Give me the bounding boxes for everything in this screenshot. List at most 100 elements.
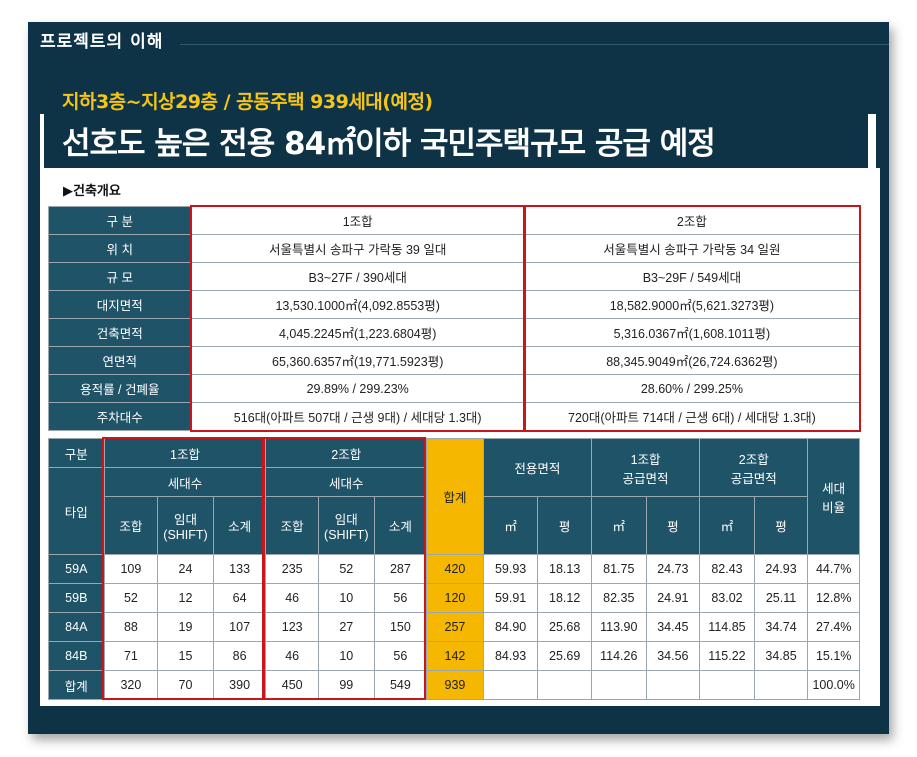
units-header-ratio: 세대 비율 — [807, 438, 860, 555]
units-cell-ex-sqm: 84.93 — [482, 641, 539, 671]
units-cell-s1-sqm — [590, 670, 647, 700]
units-header-u2-rent-b: (SHIFT) — [324, 528, 369, 542]
units-header-gubun: 구분 — [48, 438, 105, 468]
overview-row-label: 대지면적 — [48, 290, 192, 319]
units-cell-s2-sqm: 115.22 — [699, 641, 755, 671]
units-cell-u1-m: 52 — [103, 583, 159, 613]
units-header-u1-supply: 1조합 공급면적 — [590, 438, 701, 497]
units-cell-s1-sqm: 114.26 — [590, 641, 647, 671]
units-cell-u2-m: 123 — [265, 612, 319, 642]
units-cell-s1-py: 24.91 — [645, 583, 701, 613]
units-cell-u1-s: 133 — [212, 554, 267, 584]
overview-row: 위 치 서울특별시 송파구 가락동 39 일대 서울특별시 송파구 가락동 34 일… — [48, 234, 861, 263]
section-label: 프로젝트의 이해 — [40, 32, 164, 52]
title-bracket-left — [40, 114, 44, 168]
units-cell-s2-py: 24.93 — [753, 554, 809, 584]
units-cell-ratio: 100.0% — [807, 670, 860, 700]
units-cell-ex-sqm: 59.91 — [482, 583, 539, 613]
units-header-exclusive: 전용면적 — [482, 438, 592, 497]
overview-row-col1: B3~27F / 390세대 — [190, 262, 525, 291]
units-cell-ratio: 12.8% — [807, 583, 860, 613]
units-cell-s1-sqm: 113.90 — [590, 612, 647, 642]
overview-row-col1: 516대(아파트 507대 / 근생 9대) / 세대당 1.3대) — [190, 402, 525, 431]
overview-row-label: 규 모 — [48, 262, 192, 291]
overview-row-label: 용적률 / 건폐율 — [48, 374, 192, 403]
units-header-u2-rent-a: 임대 — [334, 513, 358, 527]
units-header-u2-supply: 2조합 공급면적 — [699, 438, 809, 497]
units-cell-type: 합계 — [48, 670, 105, 700]
overview-row-col1: 4,045.2245㎡(1,223.6804평) — [190, 318, 525, 347]
units-cell-s1-py: 34.45 — [645, 612, 701, 642]
units-cell-u1-m: 109 — [103, 554, 159, 584]
overview-row-col2: 88,345.9049㎡(26,724.6362평) — [523, 346, 861, 375]
units-cell-u2-m: 46 — [265, 583, 319, 613]
units-header-u1-supply-b: 공급면적 — [622, 471, 669, 486]
units-cell-s2-py — [753, 670, 809, 700]
overview-row-label: 주차대수 — [48, 402, 192, 431]
units-cell-u2-r: 52 — [317, 554, 375, 584]
units-cell-ex-py: 25.68 — [537, 612, 592, 642]
overview-header-col1: 1조합 — [190, 206, 525, 235]
label-divider — [180, 44, 889, 45]
units-cell-u2-s: 150 — [373, 612, 428, 642]
units-cell-total: 142 — [426, 641, 484, 671]
units-header-total: 합계 — [426, 438, 484, 555]
units-cell-type: 59B — [48, 583, 105, 613]
units-header-ratio-a: 세대 — [822, 481, 846, 496]
units-cell-type: 59A — [48, 554, 105, 584]
units-cell-u1-s: 390 — [212, 670, 267, 700]
units-header-s2-sqm: ㎡ — [699, 496, 755, 555]
units-cell-total: 120 — [426, 583, 484, 613]
units-cell-ex-py — [537, 670, 592, 700]
overview-row-col1: 13,530.1000㎡(4,092.8553평) — [190, 290, 525, 319]
units-cell-s1-py: 34.56 — [645, 641, 701, 671]
units-header-u1-subtotal: 소계 — [212, 496, 267, 555]
overview-row-label: 건축면적 — [48, 318, 192, 347]
units-header-ex-pyeong: 평 — [537, 496, 592, 555]
units-cell-u1-s: 107 — [212, 612, 267, 642]
units-cell-s2-sqm: 114.85 — [699, 612, 755, 642]
units-cell-u2-r: 99 — [317, 670, 375, 700]
units-cell-ratio: 44.7% — [807, 554, 860, 584]
units-header-u1: 1조합 — [103, 438, 267, 468]
overview-row-label: 위 치 — [48, 234, 192, 263]
units-cell-u2-s: 287 — [373, 554, 428, 584]
overview-row: 건축면적 4,045.2245㎡(1,223.6804평) 5,316.0367㎡(… — [48, 318, 861, 347]
overview-row-col2: 5,316.0367㎡(1,608.1011평) — [523, 318, 861, 347]
units-cell-s2-sqm — [699, 670, 755, 700]
units-header-u1-supply-a: 1조합 — [630, 452, 661, 467]
units-cell-ex-py: 18.13 — [537, 554, 592, 584]
page-title: 선호도 높은 전용 84㎡이하 국민주택규모 공급 예정 — [62, 126, 716, 162]
units-cell-u1-m: 88 — [103, 612, 159, 642]
units-cell-ex-sqm: 59.93 — [482, 554, 539, 584]
subtitle: 지하3층~지상29층 / 공동주택 939세대(예정) — [62, 91, 433, 113]
units-header-s1-sqm: ㎡ — [590, 496, 647, 555]
units-header-u1-rent-b: (SHIFT) — [163, 528, 208, 542]
overview-row-col1: 29.89% / 299.23% — [190, 374, 525, 403]
overview-header-row: 구 분 1조합 2조합 — [48, 206, 861, 235]
units-cell-ex-py: 18.12 — [537, 583, 592, 613]
units-cell-ratio: 15.1% — [807, 641, 860, 671]
units-row: 59A 109 24 133 235 52 287 420 59.93 18.13 81.75 24.… — [48, 554, 860, 584]
units-header-ex-sqm: ㎡ — [482, 496, 539, 555]
overview-row-col2: 18,582.9000㎡(5,621.3273평) — [523, 290, 861, 319]
units-table: 구분 1조합 2조합 합계 전용면적 1조합 공급면적 2조합 공급면적 세대 … — [48, 438, 860, 700]
units-cell-total: 420 — [426, 554, 484, 584]
units-cell-total: 257 — [426, 612, 484, 642]
units-cell-u1-r: 15 — [157, 641, 214, 671]
units-header-u2-member: 조합 — [265, 496, 319, 555]
overview-row-col1: 서울특별시 송파구 가락동 39 일대 — [190, 234, 525, 263]
units-cell-u2-s: 549 — [373, 670, 428, 700]
overview-table: 구 분 1조합 2조합 위 치 서울특별시 송파구 가락동 39 일대 서울특별시 … — [48, 206, 861, 431]
units-header-u1-rent-a: 임대 — [174, 513, 198, 527]
overview-row: 대지면적 13,530.1000㎡(4,092.8553평) 18,582.9000… — [48, 290, 861, 319]
units-cell-ex-sqm — [482, 670, 539, 700]
units-cell-s2-sqm: 83.02 — [699, 583, 755, 613]
units-header-u2-households: 세대수 — [265, 467, 428, 497]
units-cell-u2-r: 10 — [317, 641, 375, 671]
units-cell-u1-r: 12 — [157, 583, 214, 613]
overview-header-col2: 2조합 — [523, 206, 861, 235]
units-header-u1-rent: 임대 (SHIFT) — [157, 496, 214, 555]
units-cell-u1-r: 19 — [157, 612, 214, 642]
units-cell-ex-py: 25.69 — [537, 641, 592, 671]
